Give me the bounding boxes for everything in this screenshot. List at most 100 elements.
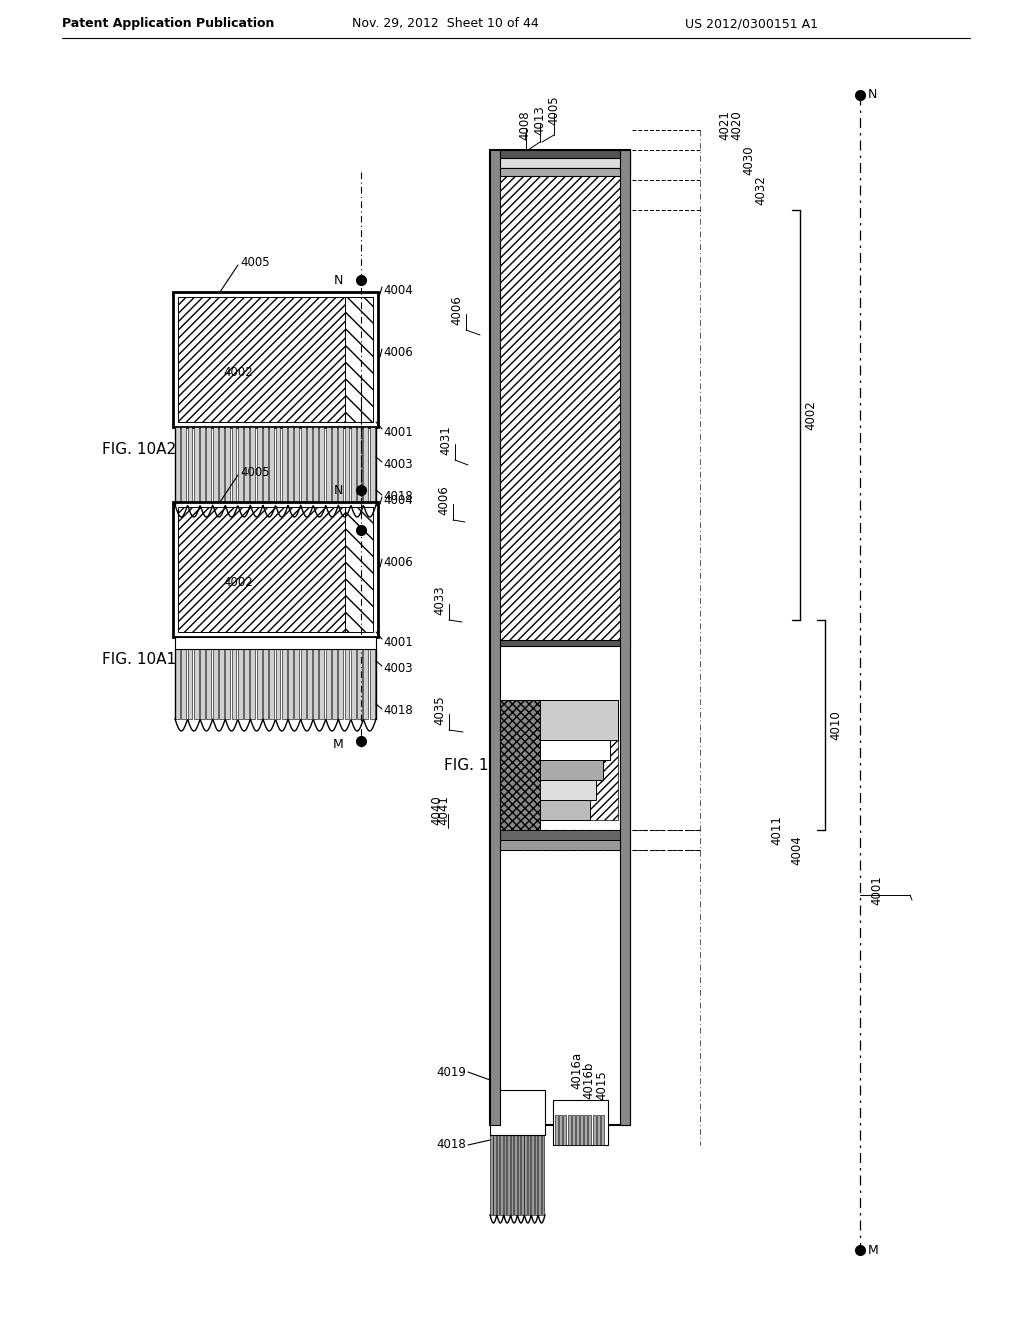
Text: M: M bbox=[332, 738, 343, 751]
Bar bbox=[345, 507, 373, 632]
Bar bbox=[263, 649, 268, 719]
Bar bbox=[490, 168, 630, 176]
Bar bbox=[517, 1135, 520, 1214]
Bar bbox=[301, 649, 305, 719]
Bar bbox=[251, 426, 255, 506]
Bar bbox=[257, 649, 261, 719]
Bar bbox=[542, 1135, 544, 1214]
Text: M: M bbox=[868, 1243, 879, 1257]
Bar bbox=[490, 150, 500, 1125]
Bar bbox=[370, 649, 375, 719]
Text: N: N bbox=[334, 483, 343, 496]
Bar bbox=[507, 1135, 510, 1214]
Bar bbox=[173, 292, 378, 426]
Bar bbox=[364, 426, 369, 506]
Bar bbox=[307, 649, 311, 719]
Bar bbox=[490, 150, 630, 158]
Text: 4016b: 4016b bbox=[582, 1061, 595, 1098]
Text: M: M bbox=[332, 528, 343, 540]
Text: 4002: 4002 bbox=[223, 366, 253, 379]
Text: 4001: 4001 bbox=[870, 875, 883, 906]
Text: 4018: 4018 bbox=[383, 491, 413, 503]
Text: 4032: 4032 bbox=[754, 176, 767, 205]
Bar bbox=[490, 1090, 545, 1135]
Bar bbox=[282, 426, 287, 506]
Bar bbox=[251, 649, 255, 719]
Bar bbox=[332, 649, 337, 719]
Text: 4033: 4033 bbox=[433, 585, 446, 615]
Bar bbox=[173, 502, 378, 638]
Text: FIG. 10A1: FIG. 10A1 bbox=[102, 652, 176, 668]
Text: 4001: 4001 bbox=[383, 635, 413, 648]
Bar bbox=[194, 649, 199, 719]
Text: 4020: 4020 bbox=[730, 110, 743, 140]
Text: FIG. 10A2: FIG. 10A2 bbox=[102, 442, 176, 458]
Bar bbox=[187, 426, 193, 506]
Text: FIG. 10B: FIG. 10B bbox=[444, 758, 509, 772]
Bar bbox=[338, 649, 343, 719]
Bar bbox=[338, 426, 343, 506]
Bar bbox=[501, 1135, 503, 1214]
Bar bbox=[288, 426, 293, 506]
Bar bbox=[500, 700, 540, 830]
Bar bbox=[313, 649, 318, 719]
Bar bbox=[490, 1135, 493, 1214]
Bar bbox=[301, 426, 305, 506]
Bar bbox=[502, 700, 618, 741]
Text: 4005: 4005 bbox=[240, 466, 269, 479]
Bar bbox=[178, 297, 345, 422]
Bar bbox=[345, 297, 373, 422]
Bar bbox=[269, 649, 274, 719]
Bar bbox=[580, 1115, 583, 1144]
Text: 4001: 4001 bbox=[383, 425, 413, 438]
Text: US 2012/0300151 A1: US 2012/0300151 A1 bbox=[685, 17, 818, 30]
Bar bbox=[175, 638, 376, 649]
Bar bbox=[263, 426, 268, 506]
Bar bbox=[502, 780, 596, 800]
Bar bbox=[207, 649, 211, 719]
Bar bbox=[175, 649, 180, 719]
Text: N: N bbox=[868, 88, 878, 102]
Bar bbox=[514, 1135, 517, 1214]
Bar bbox=[187, 649, 193, 719]
Bar bbox=[326, 426, 331, 506]
Text: 4015: 4015 bbox=[595, 1071, 608, 1100]
Bar bbox=[244, 649, 249, 719]
Bar bbox=[502, 700, 618, 820]
Text: 4006: 4006 bbox=[383, 346, 413, 359]
Text: 4021: 4021 bbox=[718, 110, 731, 140]
Text: 4041: 4041 bbox=[437, 795, 450, 825]
Bar bbox=[567, 1115, 570, 1144]
Text: 4005: 4005 bbox=[240, 256, 269, 268]
Bar bbox=[345, 649, 349, 719]
Bar bbox=[319, 649, 325, 719]
Bar bbox=[490, 830, 630, 840]
Text: 4008: 4008 bbox=[518, 110, 531, 140]
Text: Patent Application Publication: Patent Application Publication bbox=[62, 17, 274, 30]
Bar bbox=[490, 158, 630, 168]
Bar bbox=[181, 649, 186, 719]
Bar bbox=[231, 426, 237, 506]
Text: 4004: 4004 bbox=[383, 284, 413, 297]
Bar bbox=[504, 1135, 506, 1214]
Bar bbox=[620, 150, 630, 1125]
Bar bbox=[219, 649, 224, 719]
Bar bbox=[257, 426, 261, 506]
Text: 4018: 4018 bbox=[436, 1138, 466, 1151]
Text: 4010: 4010 bbox=[829, 710, 842, 741]
Bar bbox=[502, 800, 590, 820]
Bar bbox=[492, 176, 628, 640]
Bar bbox=[319, 426, 325, 506]
Bar bbox=[490, 840, 630, 850]
Bar bbox=[497, 1135, 500, 1214]
Bar bbox=[535, 1135, 538, 1214]
Text: 4002: 4002 bbox=[223, 576, 253, 589]
Bar bbox=[178, 507, 345, 632]
Bar bbox=[527, 1135, 530, 1214]
Text: 4006: 4006 bbox=[437, 486, 450, 515]
Bar bbox=[200, 649, 205, 719]
Bar bbox=[307, 426, 311, 506]
Bar bbox=[597, 1115, 600, 1144]
Text: 4040: 4040 bbox=[430, 795, 443, 825]
Bar bbox=[571, 1115, 574, 1144]
